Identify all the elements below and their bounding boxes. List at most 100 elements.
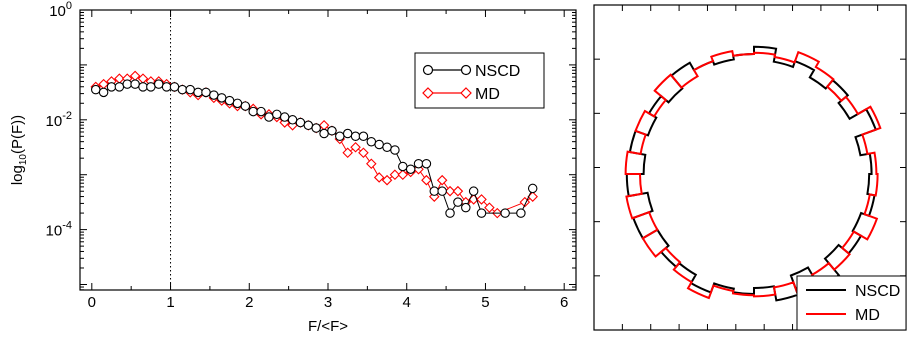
data-point-nscd: [248, 106, 258, 117]
legend-marker-md: [422, 87, 434, 99]
y-tick-label: 100: [49, 0, 72, 20]
data-point-nscd: [224, 95, 235, 106]
series-layer: [624, 45, 882, 302]
x-axis-label: F/<F>: [308, 318, 348, 335]
x-tick-label: 5: [481, 294, 489, 311]
y-tick-labels: 100 10-2 10-4: [46, 0, 72, 240]
data-point-nscd: [429, 186, 440, 196]
x-tick-label: 0: [88, 294, 96, 311]
data-point-nscd: [461, 202, 471, 213]
legend-marker-nscd: [422, 64, 434, 76]
data-point-nscd: [272, 109, 282, 120]
data-point-md: [350, 141, 361, 153]
distribution-chart: 0 1 2 3 4 5 6 100 10-2 10-4 F/<F> log10(P(F)) NS…: [9, 0, 577, 335]
data-point-nscd: [453, 197, 463, 207]
legend-label-md: MD: [855, 307, 880, 324]
plot-frame: [79, 9, 577, 291]
data-point-nscd: [390, 145, 400, 155]
data-point-md: [527, 191, 538, 202]
legend-box: [414, 52, 545, 109]
data-point-nscd: [240, 101, 251, 111]
legend-label-md: MD: [475, 86, 500, 103]
data-point-nscd: [342, 128, 353, 139]
data-point-nscd: [201, 87, 211, 98]
data-point-nscd: [114, 82, 125, 92]
data-point-nscd: [358, 131, 369, 142]
y-axis-label: log10(P(F)): [9, 115, 29, 185]
data-point-md: [452, 185, 464, 197]
data-point-md: [342, 147, 353, 159]
data-point-nscd: [161, 82, 172, 92]
data-point-nscd: [516, 208, 526, 218]
data-point-nscd: [421, 158, 432, 169]
data-point-nscd: [177, 84, 188, 95]
polar-chart: NSCD MD: [593, 4, 907, 331]
data-point-nscd: [216, 93, 227, 103]
legend: NSCD MD: [414, 52, 545, 109]
data-point-nscd: [327, 126, 337, 136]
data-point-md: [381, 174, 393, 186]
data-point-nscd: [146, 82, 156, 92]
x-tick-label: 2: [245, 294, 253, 311]
y-tick-label: 10-2: [46, 110, 72, 130]
x-tick-labels: 0 1 2 3 4 5 6: [88, 294, 569, 311]
data-point-nscd: [193, 87, 203, 98]
x-tick-label: 3: [324, 294, 332, 311]
data-point-md: [484, 202, 495, 213]
data-point-nscd: [122, 79, 132, 89]
data-point-md: [397, 169, 409, 180]
data-point-nscd: [500, 208, 510, 218]
data-point-nscd: [279, 112, 290, 122]
data-point-md: [358, 147, 369, 159]
data-point-nscd: [130, 79, 140, 89]
data-point-nscd: [319, 128, 329, 139]
data-point-nscd: [398, 161, 408, 172]
data-point-nscd: [311, 123, 321, 133]
data-point-nscd: [185, 84, 195, 95]
legend-box: [796, 275, 907, 331]
data-point-nscd: [445, 208, 455, 218]
data-point-nscd: [287, 115, 298, 125]
x-tick-label: 4: [403, 294, 411, 311]
data-point-nscd: [382, 142, 392, 153]
data-point-nscd: [437, 186, 447, 196]
data-point-nscd: [106, 82, 117, 92]
data-point-nscd: [413, 158, 424, 169]
data-point-nscd: [169, 82, 180, 92]
x-tick-label: 1: [166, 294, 174, 311]
data-point-nscd: [374, 139, 384, 150]
tick-marks: [594, 5, 906, 330]
data-point-nscd: [256, 106, 266, 117]
data-point-nscd: [476, 208, 487, 218]
data-point-nscd: [303, 120, 314, 131]
data-point-md: [436, 174, 448, 186]
data-point-nscd: [527, 183, 538, 194]
data-point-nscd: [232, 98, 243, 109]
polar-series-md: [624, 49, 882, 300]
data-point-nscd: [350, 131, 361, 142]
data-point-md: [421, 174, 432, 186]
data-point-nscd: [335, 131, 345, 142]
tick-marks: [80, 9, 576, 291]
data-point-nscd: [468, 186, 479, 196]
legend: NSCD MD: [796, 275, 907, 331]
data-point-nscd: [90, 84, 101, 95]
data-point-nscd: [366, 137, 377, 147]
data-point-nscd: [153, 79, 164, 89]
data-point-nscd: [138, 82, 148, 92]
data-point-md: [366, 158, 377, 170]
legend-marker-md: [460, 87, 472, 99]
data-point-nscd: [98, 87, 109, 98]
data-point-nscd: [295, 117, 306, 128]
data-point-md: [444, 185, 456, 197]
legend-marker-nscd: [460, 64, 472, 76]
data-point-nscd: [209, 90, 219, 100]
legend-label-nscd: NSCD: [855, 283, 900, 300]
data-point-nscd: [405, 164, 416, 174]
data-point-md: [373, 172, 385, 183]
x-tick-label: 6: [560, 294, 568, 311]
data-point-md: [476, 194, 487, 205]
data-point-md: [389, 169, 401, 180]
polar-series-nscd: [625, 45, 878, 302]
